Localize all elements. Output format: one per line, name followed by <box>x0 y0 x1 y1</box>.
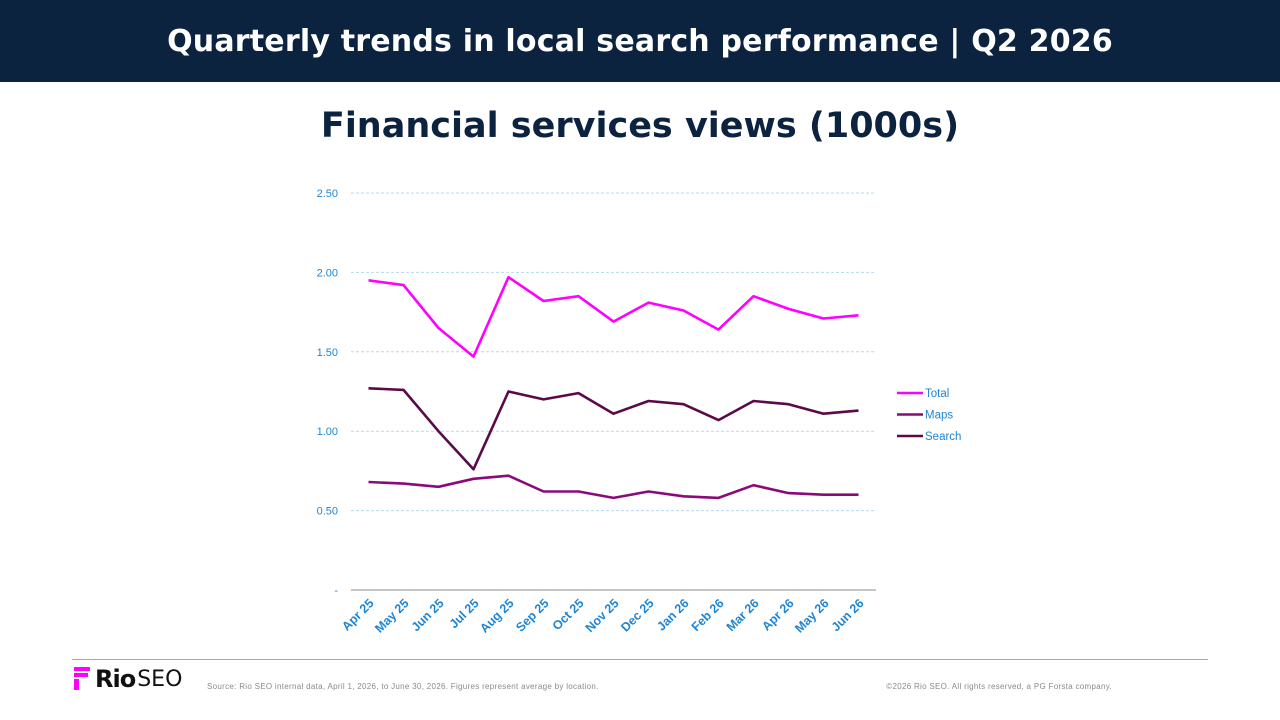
footer-copyright: ©2026 Rio SEO. All rights reserved, a PG… <box>886 682 1112 691</box>
legend-label-total: Total <box>925 388 949 400</box>
logo-text-seo: SEO <box>137 666 183 692</box>
x-tick-label: Feb 26 <box>689 596 727 634</box>
logo-mark-icon <box>74 667 90 690</box>
x-tick-label: Apr 26 <box>759 596 796 633</box>
x-tick-label: Oct 25 <box>550 596 587 633</box>
rio-seo-logo: Rio SEO <box>74 665 183 693</box>
footer-divider <box>72 659 1208 660</box>
x-tick-label: Jan 26 <box>654 596 691 633</box>
x-tick-label: May 25 <box>372 596 411 635</box>
legend-label-search: Search <box>925 431 961 443</box>
chart-title: Financial services views (1000s) <box>320 106 960 146</box>
x-tick-label: Dec 25 <box>618 596 656 634</box>
header-bar: Quarterly trends in local search perform… <box>0 0 1280 82</box>
x-tick-label: Apr 25 <box>339 596 376 633</box>
y-tick-label: - <box>334 585 338 597</box>
x-tick-label: Jun 26 <box>829 596 867 634</box>
x-tick-label: May 26 <box>792 596 831 635</box>
y-tick-label: 1.50 <box>317 347 338 359</box>
y-tick-label: 1.00 <box>317 426 338 438</box>
footer-source-note: Source: Rio SEO internal data, April 1, … <box>207 682 599 691</box>
x-tick-label: Sep 25 <box>513 596 551 634</box>
series-line-search <box>368 387 859 471</box>
x-tick-label: Aug 25 <box>477 596 516 635</box>
x-tick-label: Jun 25 <box>409 596 447 634</box>
y-tick-label: 2.00 <box>317 267 338 279</box>
page-title: Quarterly trends in local search perform… <box>167 23 1113 59</box>
x-tick-label: Mar 26 <box>724 596 762 634</box>
series-line-total <box>368 275 859 358</box>
legend-label-maps: Maps <box>925 410 953 422</box>
series-line-maps <box>368 474 859 500</box>
logo-text-rio: Rio <box>95 665 136 693</box>
y-tick-label: 0.50 <box>317 506 338 518</box>
x-tick-label: Nov 25 <box>583 596 622 635</box>
y-tick-label: 2.50 <box>317 188 338 200</box>
